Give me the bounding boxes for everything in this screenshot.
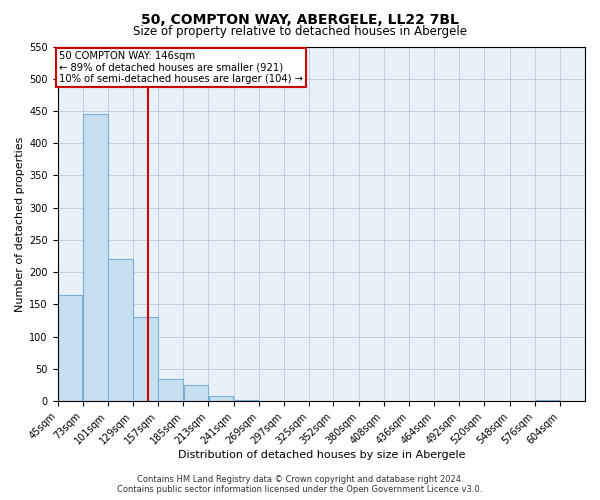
Bar — [535, 400, 560, 401]
Bar — [58, 295, 82, 401]
X-axis label: Distribution of detached houses by size in Abergele: Distribution of detached houses by size … — [178, 450, 465, 460]
Bar — [209, 396, 233, 401]
Bar — [133, 318, 158, 401]
Text: 50 COMPTON WAY: 146sqm
← 89% of detached houses are smaller (921)
10% of semi-de: 50 COMPTON WAY: 146sqm ← 89% of detached… — [59, 51, 304, 84]
Bar — [184, 385, 208, 401]
Bar — [108, 260, 133, 401]
Text: 50, COMPTON WAY, ABERGELE, LL22 7BL: 50, COMPTON WAY, ABERGELE, LL22 7BL — [141, 12, 459, 26]
Bar — [83, 114, 107, 401]
Bar — [310, 400, 334, 401]
Bar — [234, 400, 259, 401]
Bar — [259, 400, 284, 401]
Text: Size of property relative to detached houses in Abergele: Size of property relative to detached ho… — [133, 25, 467, 38]
Y-axis label: Number of detached properties: Number of detached properties — [15, 136, 25, 312]
Text: Contains HM Land Registry data © Crown copyright and database right 2024.
Contai: Contains HM Land Registry data © Crown c… — [118, 474, 482, 494]
Bar — [158, 378, 183, 401]
